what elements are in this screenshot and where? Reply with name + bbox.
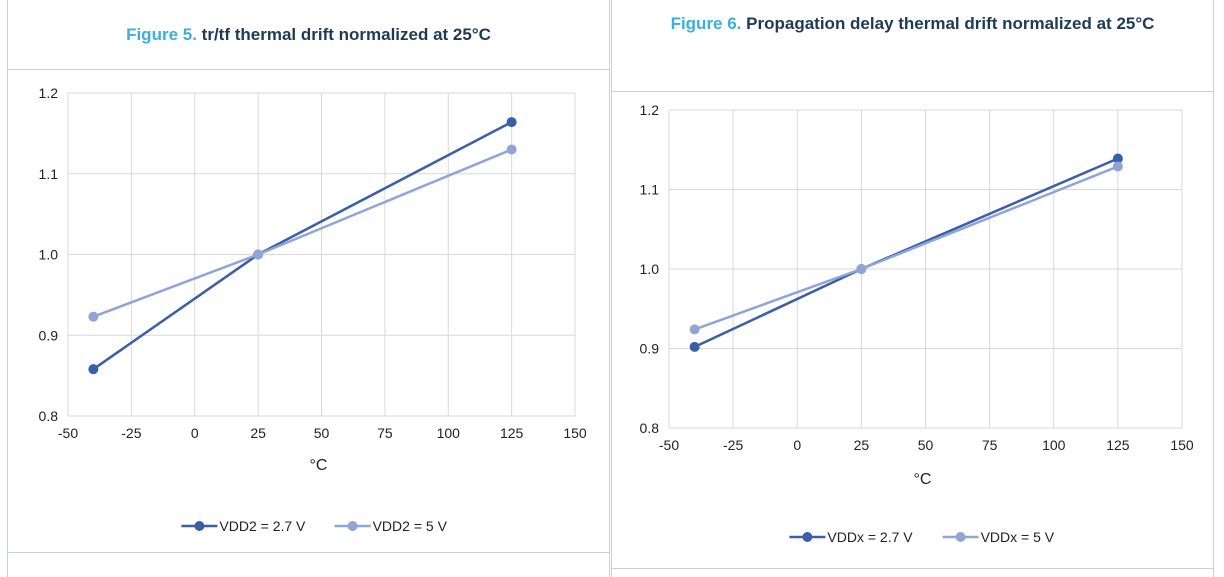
data-point-0-0 bbox=[690, 342, 700, 352]
x-tick-label: -50 bbox=[58, 425, 78, 441]
x-tick-label: 150 bbox=[1170, 437, 1194, 453]
figure-6-number: Figure 6. bbox=[671, 14, 742, 33]
data-point-1-2 bbox=[507, 145, 517, 155]
data-point-1-1 bbox=[856, 264, 866, 274]
x-tick-label: 100 bbox=[1042, 437, 1066, 453]
data-point-0-0 bbox=[88, 364, 98, 374]
series-line-1 bbox=[93, 150, 511, 317]
legend-label-0: VDDx = 2.7 V bbox=[827, 529, 913, 545]
x-tick-label: 25 bbox=[250, 425, 266, 441]
figure-6-title: Figure 6. Propagation delay thermal drif… bbox=[612, 0, 1213, 92]
figure-5-number: Figure 5. bbox=[126, 25, 197, 44]
y-tick-label: 1.0 bbox=[39, 247, 59, 263]
series-line-0 bbox=[695, 158, 1118, 346]
x-tick-label: -25 bbox=[723, 437, 743, 453]
data-point-0-2 bbox=[507, 117, 517, 127]
legend: VDDx = 2.7 V VDDx = 5 V bbox=[789, 529, 1054, 545]
legend-label-0: VDD2 = 2.7 V bbox=[219, 518, 306, 534]
x-tick-label: 125 bbox=[1106, 437, 1130, 453]
x-tick-label: 125 bbox=[500, 425, 524, 441]
x-tick-label: 75 bbox=[982, 437, 998, 453]
figure-5-title-text: tr/tf thermal drift normalized at 25°C bbox=[202, 25, 491, 44]
figure-6-panel: Figure 6. Propagation delay thermal drif… bbox=[611, 0, 1214, 577]
figure-6-chart: -50 -25 0 25 50 75 100 125 150 0.8 0.9 1.0 1.1 1.2 °C V… bbox=[612, 92, 1215, 568]
x-tick-label: 0 bbox=[191, 425, 199, 441]
x-axis-label: °C bbox=[914, 471, 932, 488]
series-line-1 bbox=[695, 166, 1118, 329]
x-axis-label: °C bbox=[310, 457, 328, 474]
y-tick-label: 0.8 bbox=[39, 408, 59, 424]
legend-swatch-marker-0 bbox=[802, 532, 812, 542]
x-tick-label: 75 bbox=[377, 425, 393, 441]
figure-6-bottom-divider bbox=[612, 568, 1213, 569]
legend-swatch-marker-1 bbox=[956, 532, 966, 542]
figure-5-chart: -50 -25 0 25 50 75 100 125 150 0.8 0.9 1.0 1.1 1.2 °C V… bbox=[8, 70, 611, 550]
x-tick-label: 100 bbox=[437, 425, 461, 441]
data-point-1-1 bbox=[253, 250, 263, 260]
legend-swatch-marker-0 bbox=[194, 521, 204, 531]
series-line-0 bbox=[93, 122, 511, 369]
figure-5-bottom-divider bbox=[8, 552, 609, 553]
x-tick-label: 25 bbox=[854, 437, 870, 453]
data-point-1-2 bbox=[1113, 161, 1123, 171]
y-tick-label: 0.8 bbox=[640, 420, 660, 436]
y-tick-label: 1.1 bbox=[39, 166, 59, 182]
x-tick-label: 50 bbox=[918, 437, 934, 453]
x-tick-label: -25 bbox=[121, 425, 141, 441]
legend: VDD2 = 2.7 V VDD2 = 5 V bbox=[181, 518, 447, 534]
x-tick-label: -50 bbox=[659, 437, 679, 453]
legend-swatch-marker-1 bbox=[348, 521, 358, 531]
figure-6-title-text: Propagation delay thermal drift normaliz… bbox=[746, 14, 1154, 33]
y-tick-label: 0.9 bbox=[640, 341, 660, 357]
x-tick-label: 150 bbox=[563, 425, 587, 441]
x-tick-label: 0 bbox=[793, 437, 801, 453]
legend-label-1: VDDx = 5 V bbox=[981, 529, 1055, 545]
legend-label-1: VDD2 = 5 V bbox=[373, 518, 448, 534]
y-tick-label: 0.9 bbox=[39, 327, 59, 343]
data-point-1-0 bbox=[690, 324, 700, 334]
data-point-1-0 bbox=[88, 312, 98, 322]
y-tick-label: 1.0 bbox=[640, 261, 660, 277]
figure-5-panel: Figure 5. tr/tf thermal drift normalized… bbox=[7, 0, 610, 577]
y-tick-label: 1.2 bbox=[39, 85, 59, 101]
figure-5-title: Figure 5. tr/tf thermal drift normalized… bbox=[8, 0, 609, 70]
y-tick-label: 1.1 bbox=[640, 182, 660, 198]
y-tick-label: 1.2 bbox=[640, 102, 660, 118]
x-tick-label: 50 bbox=[314, 425, 330, 441]
